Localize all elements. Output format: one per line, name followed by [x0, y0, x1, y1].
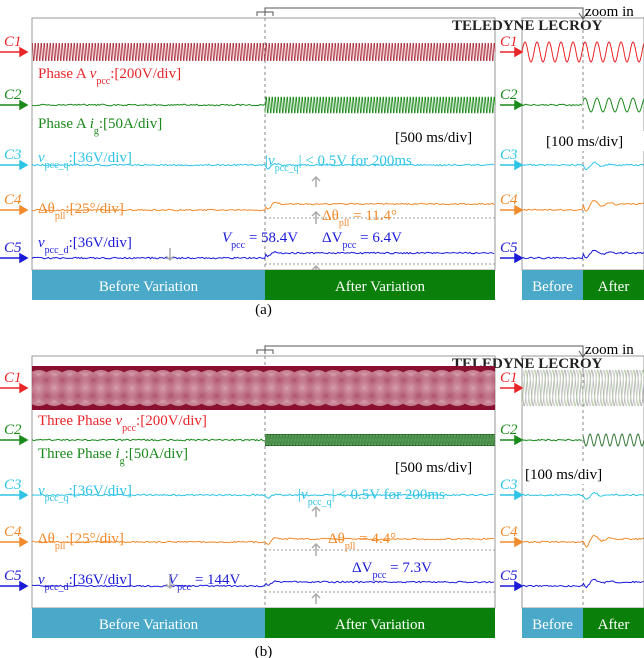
timebase: [100 ms/div] — [546, 134, 623, 150]
text-segment: = 144V — [191, 572, 240, 588]
channel-name: C1 — [4, 34, 22, 50]
page: zoom inTELEDYNE LECROYC1C1Phase A vpcc:[… — [0, 0, 644, 658]
text-segment: pcc — [177, 582, 191, 593]
text-segment: | < 0.5V for 200ms — [299, 153, 412, 169]
text-segment: Δθ — [328, 531, 345, 547]
channel-name: C3 — [4, 477, 22, 493]
text-segment: = 6.4V — [356, 230, 402, 246]
text-segment: pcc_q — [275, 163, 299, 174]
timebase: [500 ms/div] — [395, 130, 472, 146]
text-segment: pll — [345, 541, 356, 552]
text-segment: = 58.4V — [245, 230, 298, 246]
text-segment: | < 0.5V for 200ms — [332, 487, 445, 503]
text-segment: :[25°/div] — [65, 201, 124, 217]
text-segment: pcc — [122, 423, 136, 434]
text-segment: Δθ — [38, 531, 55, 547]
phase-label: Before — [532, 617, 573, 633]
channel-name: C3 — [4, 147, 22, 163]
text-segment: pcc — [96, 76, 110, 87]
text-segment: Three Phase — [38, 446, 115, 462]
text-segment: Phase A — [38, 116, 90, 132]
timebase: [100 ms/div] — [525, 467, 602, 483]
brand: TELEDYNE LECROY — [452, 18, 603, 34]
text-segment: pcc_d — [45, 245, 69, 256]
text-segment: pcc_q — [45, 160, 69, 171]
text-segment: = 7.3V — [386, 560, 432, 576]
text-segment: pll — [339, 218, 350, 229]
text-segment: pll — [55, 211, 66, 222]
text-segment: pcc_d — [45, 582, 69, 593]
caption: (a) — [255, 302, 272, 318]
phase-label: Before — [532, 279, 573, 295]
channel-name: C1 — [4, 370, 22, 386]
figure: zoom inTELEDYNE LECROYC1C1Phase A vpcc:[… — [0, 0, 644, 658]
text-segment: Δθ — [322, 208, 339, 224]
text-segment: Phase A — [38, 66, 90, 82]
phase-label: After Variation — [335, 279, 426, 295]
text-segment: = 4.4° — [355, 531, 396, 547]
text-segment: :[36V/div] — [69, 572, 132, 588]
phase-label: Before Variation — [99, 617, 199, 633]
phase-label: After Variation — [335, 617, 426, 633]
text-segment: Δθ — [38, 201, 55, 217]
text-segment: pcc — [342, 240, 356, 251]
text-segment: ΔV — [352, 560, 373, 576]
phase-label: After — [598, 279, 630, 295]
text-segment: :[50A/div] — [125, 446, 188, 462]
text-segment: pcc_q — [308, 497, 332, 508]
phase-label: Before Variation — [99, 279, 199, 295]
text-segment: pll — [55, 541, 66, 552]
text-segment: :[50A/div] — [99, 116, 162, 132]
text-segment: pcc_q — [45, 493, 69, 504]
text-segment: Three Phase — [38, 413, 115, 429]
text-segment: :[36V/div] — [69, 235, 132, 251]
text-segment: :[36V/div] — [69, 150, 132, 166]
text-segment: pcc — [231, 240, 245, 251]
text-segment: :[200V/div] — [136, 413, 207, 429]
timebase: [500 ms/div] — [395, 460, 472, 476]
text-segment: = 11.4° — [349, 208, 397, 224]
text-segment: :[25°/div] — [65, 531, 124, 547]
phase-label: After — [598, 617, 630, 633]
text-segment: ΔV — [322, 230, 343, 246]
caption: (b) — [255, 644, 273, 658]
text-segment: pcc — [372, 570, 386, 581]
text-segment: :[200V/div] — [110, 66, 181, 82]
text-segment: :[36V/div] — [69, 483, 132, 499]
